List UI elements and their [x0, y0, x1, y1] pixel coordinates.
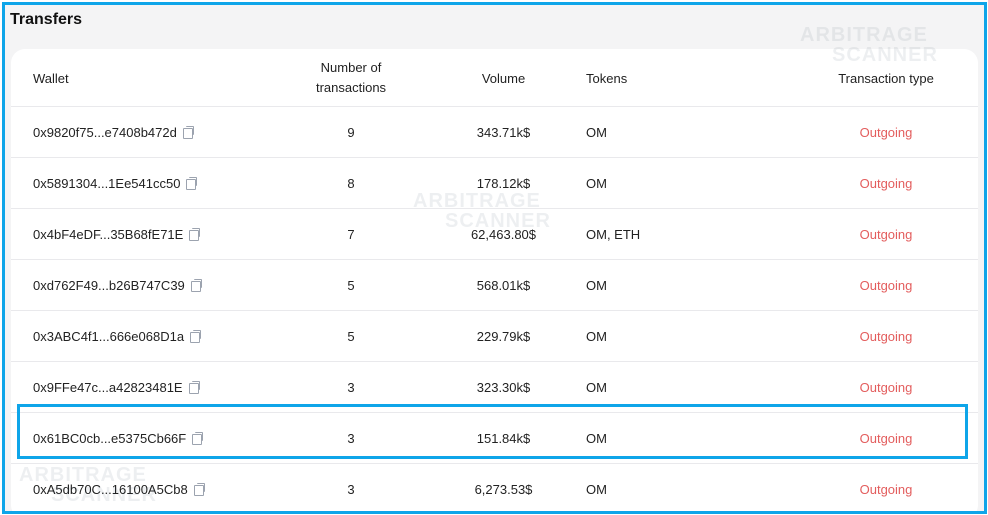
- transaction-type-badge: Outgoing: [859, 124, 913, 140]
- copy-icon[interactable]: [188, 380, 200, 394]
- wallet-address-link[interactable]: 0xd762F49...b26B747C39: [33, 277, 185, 293]
- transaction-count: 3: [347, 379, 355, 395]
- volume-value: 229.79k$: [476, 328, 531, 344]
- transaction-count: 7: [347, 226, 355, 242]
- table-row[interactable]: 0x5891304...1Ee541cc50 8 178.12k$ OM Out…: [11, 158, 978, 209]
- transaction-count: 9: [347, 124, 355, 140]
- transaction-count: 5: [347, 277, 355, 293]
- table-row[interactable]: 0x61BC0cb...e5375Cb66F 3 151.84k$ OM Out…: [11, 413, 978, 464]
- table-row[interactable]: 0x4bF4eDF...35B68fE71E 7 62,463.80$ OM, …: [11, 209, 978, 260]
- tokens-value: OM: [586, 277, 607, 293]
- copy-icon[interactable]: [193, 482, 205, 496]
- table-row[interactable]: 0x9820f75...e7408b472d 9 343.71k$ OM Out…: [11, 107, 978, 158]
- wallet-address-link[interactable]: 0xA5db70C...16100A5Cb8: [33, 481, 188, 497]
- wallet-address-link[interactable]: 0x3ABC4f1...666e068D1a: [33, 328, 185, 344]
- copy-icon[interactable]: [186, 176, 198, 190]
- wallet-address-link[interactable]: 0x9FFe47c...a42823481E: [33, 379, 183, 395]
- copy-icon[interactable]: [182, 125, 194, 139]
- tokens-value: OM: [586, 328, 607, 344]
- wallet-cell: 0x5891304...1Ee541cc50: [33, 158, 283, 208]
- table-row[interactable]: 0x9FFe47c...a42823481E 3 323.30k$ OM Out…: [11, 362, 978, 413]
- table-row[interactable]: 0xA5db70C...16100A5Cb8 3 6,273.53$ OM Ou…: [11, 464, 978, 511]
- tokens-value: OM: [586, 430, 607, 446]
- section-title: Transfers: [10, 11, 83, 28]
- table-row[interactable]: 0xd762F49...b26B747C39 5 568.01k$ OM Out…: [11, 260, 978, 311]
- transaction-count: 5: [347, 328, 355, 344]
- column-header-transactions-line1: Number of: [320, 60, 382, 75]
- transaction-count: 3: [347, 481, 355, 497]
- wallet-cell: 0x3ABC4f1...666e068D1a: [33, 311, 283, 361]
- transaction-type-badge: Outgoing: [859, 430, 913, 446]
- volume-value: 343.71k$: [476, 124, 531, 140]
- transaction-type-badge: Outgoing: [859, 277, 913, 293]
- transaction-type-badge: Outgoing: [859, 328, 913, 344]
- tokens-value: OM: [586, 124, 607, 140]
- tokens-value: OM: [586, 379, 607, 395]
- table-row[interactable]: 0x3ABC4f1...666e068D1a 5 229.79k$ OM Out…: [11, 311, 978, 362]
- copy-icon[interactable]: [192, 431, 204, 445]
- wallet-cell: 0x4bF4eDF...35B68fE71E: [33, 209, 283, 259]
- wallet-address-link[interactable]: 0x9820f75...e7408b472d: [33, 124, 177, 140]
- column-header-transactions-line2: transactions: [315, 80, 387, 95]
- transfers-table: Wallet Number of transactions Volume Toke…: [11, 49, 978, 511]
- wallet-cell: 0xA5db70C...16100A5Cb8: [33, 464, 283, 511]
- volume-value: 568.01k$: [476, 277, 531, 293]
- wallet-cell: 0x9820f75...e7408b472d: [33, 107, 283, 157]
- volume-value: 151.84k$: [476, 430, 531, 446]
- transaction-count: 8: [347, 175, 355, 191]
- wallet-cell: 0xd762F49...b26B747C39: [33, 260, 283, 310]
- column-header-transactions[interactable]: Number of transactions: [286, 49, 416, 107]
- copy-icon[interactable]: [190, 329, 202, 343]
- tokens-value: OM: [586, 175, 607, 191]
- column-header-volume[interactable]: Volume: [481, 70, 526, 86]
- wallet-address-link[interactable]: 0x4bF4eDF...35B68fE71E: [33, 226, 184, 242]
- volume-value: 6,273.53$: [474, 481, 533, 497]
- copy-icon[interactable]: [189, 227, 201, 241]
- column-header-wallet[interactable]: Wallet: [33, 70, 69, 86]
- wallet-address-link[interactable]: 0x5891304...1Ee541cc50: [33, 175, 181, 191]
- tokens-value: OM, ETH: [586, 226, 641, 242]
- tokens-value: OM: [586, 481, 607, 497]
- volume-value: 178.12k$: [476, 175, 531, 191]
- column-header-transaction-type[interactable]: Transaction type: [838, 70, 934, 86]
- transaction-type-badge: Outgoing: [859, 226, 913, 242]
- table-header-row: Wallet Number of transactions Volume Toke…: [11, 49, 978, 107]
- transaction-type-badge: Outgoing: [859, 481, 913, 497]
- copy-icon[interactable]: [190, 278, 202, 292]
- transaction-type-badge: Outgoing: [859, 175, 913, 191]
- transaction-type-badge: Outgoing: [859, 379, 913, 395]
- wallet-address-link[interactable]: 0x61BC0cb...e5375Cb66F: [33, 430, 187, 446]
- volume-value: 62,463.80$: [470, 226, 537, 242]
- wallet-cell: 0x61BC0cb...e5375Cb66F: [33, 413, 283, 463]
- column-header-tokens[interactable]: Tokens: [586, 70, 628, 86]
- wallet-cell: 0x9FFe47c...a42823481E: [33, 362, 283, 412]
- volume-value: 323.30k$: [476, 379, 531, 395]
- transaction-count: 3: [347, 430, 355, 446]
